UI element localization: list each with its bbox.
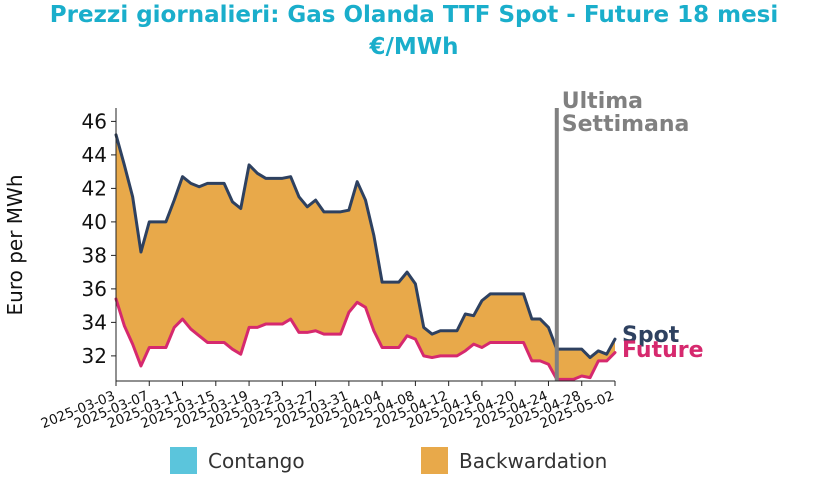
legend-swatch-contango xyxy=(170,447,197,474)
chart-title: Prezzi giornalieri: Gas Olanda TTF Spot … xyxy=(50,2,779,28)
y-axis-label: Euro per MWh xyxy=(3,175,27,316)
y-tick-label: 32 xyxy=(82,344,107,368)
legend-label-backwardation: Backwardation xyxy=(459,449,607,473)
y-tick-label: 44 xyxy=(82,143,107,167)
chart-subtitle: €/MWh xyxy=(368,34,458,60)
last-week-label-line1: Ultima xyxy=(562,89,643,114)
series-lines-group xyxy=(114,133,617,381)
future-end-label: Future xyxy=(622,338,704,363)
series-line-spot xyxy=(114,133,617,360)
series-line-future xyxy=(114,297,617,381)
last-week-label-line2: Settimana xyxy=(562,112,690,137)
y-tick-label: 36 xyxy=(82,277,107,301)
y-tick-label: 38 xyxy=(82,243,107,267)
legend-swatch-backwardation xyxy=(421,447,448,474)
y-tick-label: 34 xyxy=(82,310,107,334)
legend: Contango Backwardation xyxy=(170,447,607,474)
y-tick-label: 46 xyxy=(82,109,107,133)
y-tick-label: 42 xyxy=(82,176,107,200)
backwardation-area xyxy=(116,134,615,380)
backwardation-area-group xyxy=(116,134,615,380)
spot-end-label: Spot xyxy=(622,323,680,348)
legend-label-contango: Contango xyxy=(208,449,305,473)
y-tick-label: 40 xyxy=(82,210,107,234)
